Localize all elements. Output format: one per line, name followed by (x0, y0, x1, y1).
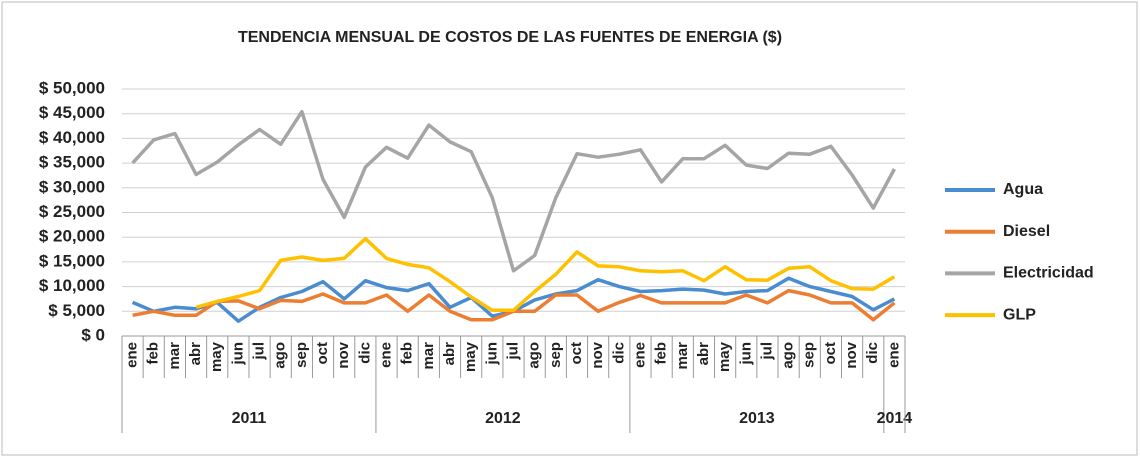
y-tick-label: $ 30,000 (39, 177, 105, 196)
x-tick-label: ago (272, 342, 289, 369)
y-tick-label: $ 45,000 (39, 103, 105, 122)
y-tick-label: $ 25,000 (39, 202, 105, 221)
y-tick-label: $ 20,000 (39, 227, 105, 246)
x-tick-label: dic (356, 342, 373, 364)
x-tick-label: oct (568, 342, 585, 365)
y-tick-label: $ 35,000 (39, 153, 105, 172)
x-tick-label: ene (124, 342, 141, 368)
legend-label: Electricidad (1003, 265, 1094, 282)
y-tick-label: $ 5,000 (48, 301, 105, 320)
y-tick-label: $ 15,000 (39, 251, 105, 270)
legend-label: GLP (1003, 306, 1036, 323)
group-label: 2011 (232, 410, 267, 427)
y-tick-label: $ 10,000 (39, 276, 105, 295)
x-tick-label: nov (843, 341, 860, 368)
x-tick-label: jul (251, 342, 268, 361)
legend-label: Agua (1003, 181, 1043, 198)
legend-label: Diesel (1003, 223, 1050, 240)
x-tick-label: may (462, 341, 479, 372)
x-tick-label: jun (483, 342, 500, 366)
x-tick-label: abr (187, 342, 204, 366)
x-tick-label: ene (377, 342, 394, 368)
x-tick-label: nov (335, 341, 352, 368)
x-tick-label: feb (399, 342, 416, 365)
x-tick-label: may (208, 341, 225, 372)
group-label: 2012 (485, 410, 521, 427)
y-tick-label: $ 40,000 (39, 128, 105, 147)
x-tick-label: mar (166, 342, 183, 370)
x-tick-label: jul (758, 342, 775, 361)
x-tick-label: oct (314, 342, 331, 365)
series-line (195, 236, 896, 313)
chart-title: TENDENCIA MENSUAL DE COSTOS DE LAS FUENT… (238, 29, 782, 46)
x-tick-label: ago (526, 342, 543, 369)
x-tick-label: sep (547, 342, 564, 368)
series-line (131, 109, 896, 273)
x-tick-label: jul (504, 342, 521, 361)
x-tick-label: feb (145, 342, 162, 365)
x-tick-label: dic (864, 342, 881, 364)
y-tick-label: $ 0 (81, 325, 105, 344)
chart-border (1, 1, 1138, 456)
x-tick-label: nov (589, 341, 606, 368)
x-tick-label: mar (420, 342, 437, 370)
x-tick-label: sep (801, 342, 818, 368)
y-tick-label: $ 50,000 (39, 78, 105, 97)
x-tick-label: may (716, 341, 733, 372)
group-label: 2014 (877, 410, 913, 427)
x-tick-label: abr (441, 342, 458, 366)
x-tick-label: mar (674, 342, 691, 370)
x-tick-label: oct (822, 342, 839, 365)
x-tick-label: abr (695, 342, 712, 366)
group-label: 2013 (739, 410, 775, 427)
x-tick-label: ago (780, 342, 797, 369)
x-tick-label: ene (885, 342, 902, 368)
x-tick-label: ene (631, 342, 648, 368)
x-tick-label: jun (737, 342, 754, 366)
x-tick-label: sep (293, 342, 310, 368)
x-tick-label: dic (610, 342, 627, 364)
x-tick-label: feb (653, 342, 670, 365)
x-tick-label: jun (229, 342, 246, 366)
